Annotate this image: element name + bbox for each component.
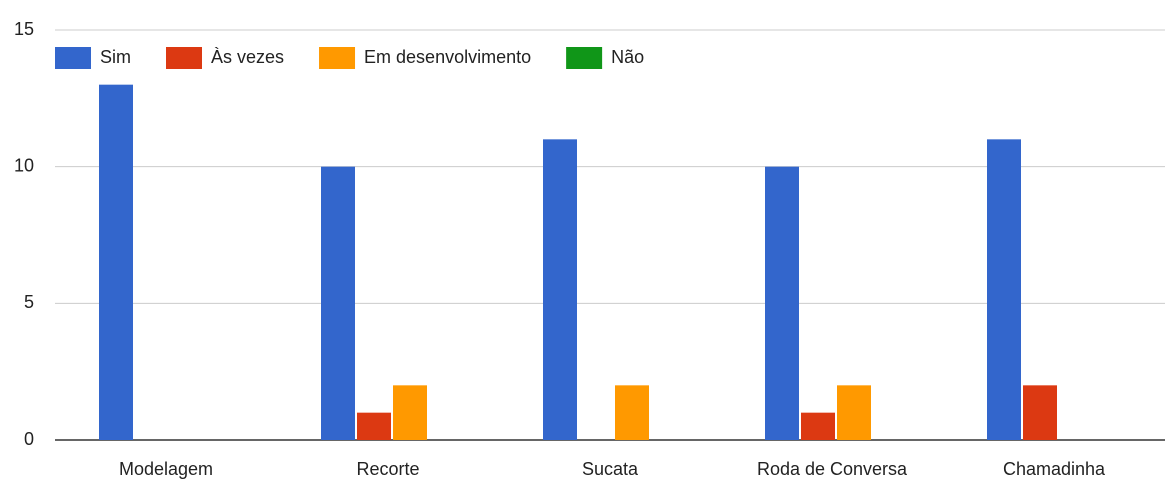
bar xyxy=(393,385,427,440)
x-tick-label: Roda de Conversa xyxy=(757,459,908,479)
bar xyxy=(801,412,835,440)
legend-label: Sim xyxy=(100,47,131,67)
y-tick-label: 0 xyxy=(24,429,34,449)
bar xyxy=(765,166,799,440)
legend-swatch xyxy=(566,47,603,69)
x-tick-label: Chamadinha xyxy=(1003,459,1106,479)
bar xyxy=(987,139,1021,441)
bar xyxy=(615,385,649,440)
legend-swatch xyxy=(319,47,356,69)
x-tick-label: Modelagem xyxy=(119,459,213,479)
bar xyxy=(99,84,133,441)
bar xyxy=(357,412,391,440)
y-tick-label: 15 xyxy=(14,19,34,39)
x-tick-label: Recorte xyxy=(356,459,419,479)
legend-label: Em desenvolvimento xyxy=(364,47,531,67)
y-tick-label: 10 xyxy=(14,155,34,175)
legend-swatch xyxy=(166,47,202,69)
y-tick-label: 5 xyxy=(24,292,34,312)
bar xyxy=(837,385,871,440)
legend-swatch xyxy=(55,47,91,69)
bar xyxy=(321,166,355,440)
legend-label: Não xyxy=(611,47,644,67)
x-tick-label: Sucata xyxy=(582,459,639,479)
bar xyxy=(543,139,577,441)
legend-label: Às vezes xyxy=(211,47,284,67)
bar xyxy=(1023,385,1057,440)
